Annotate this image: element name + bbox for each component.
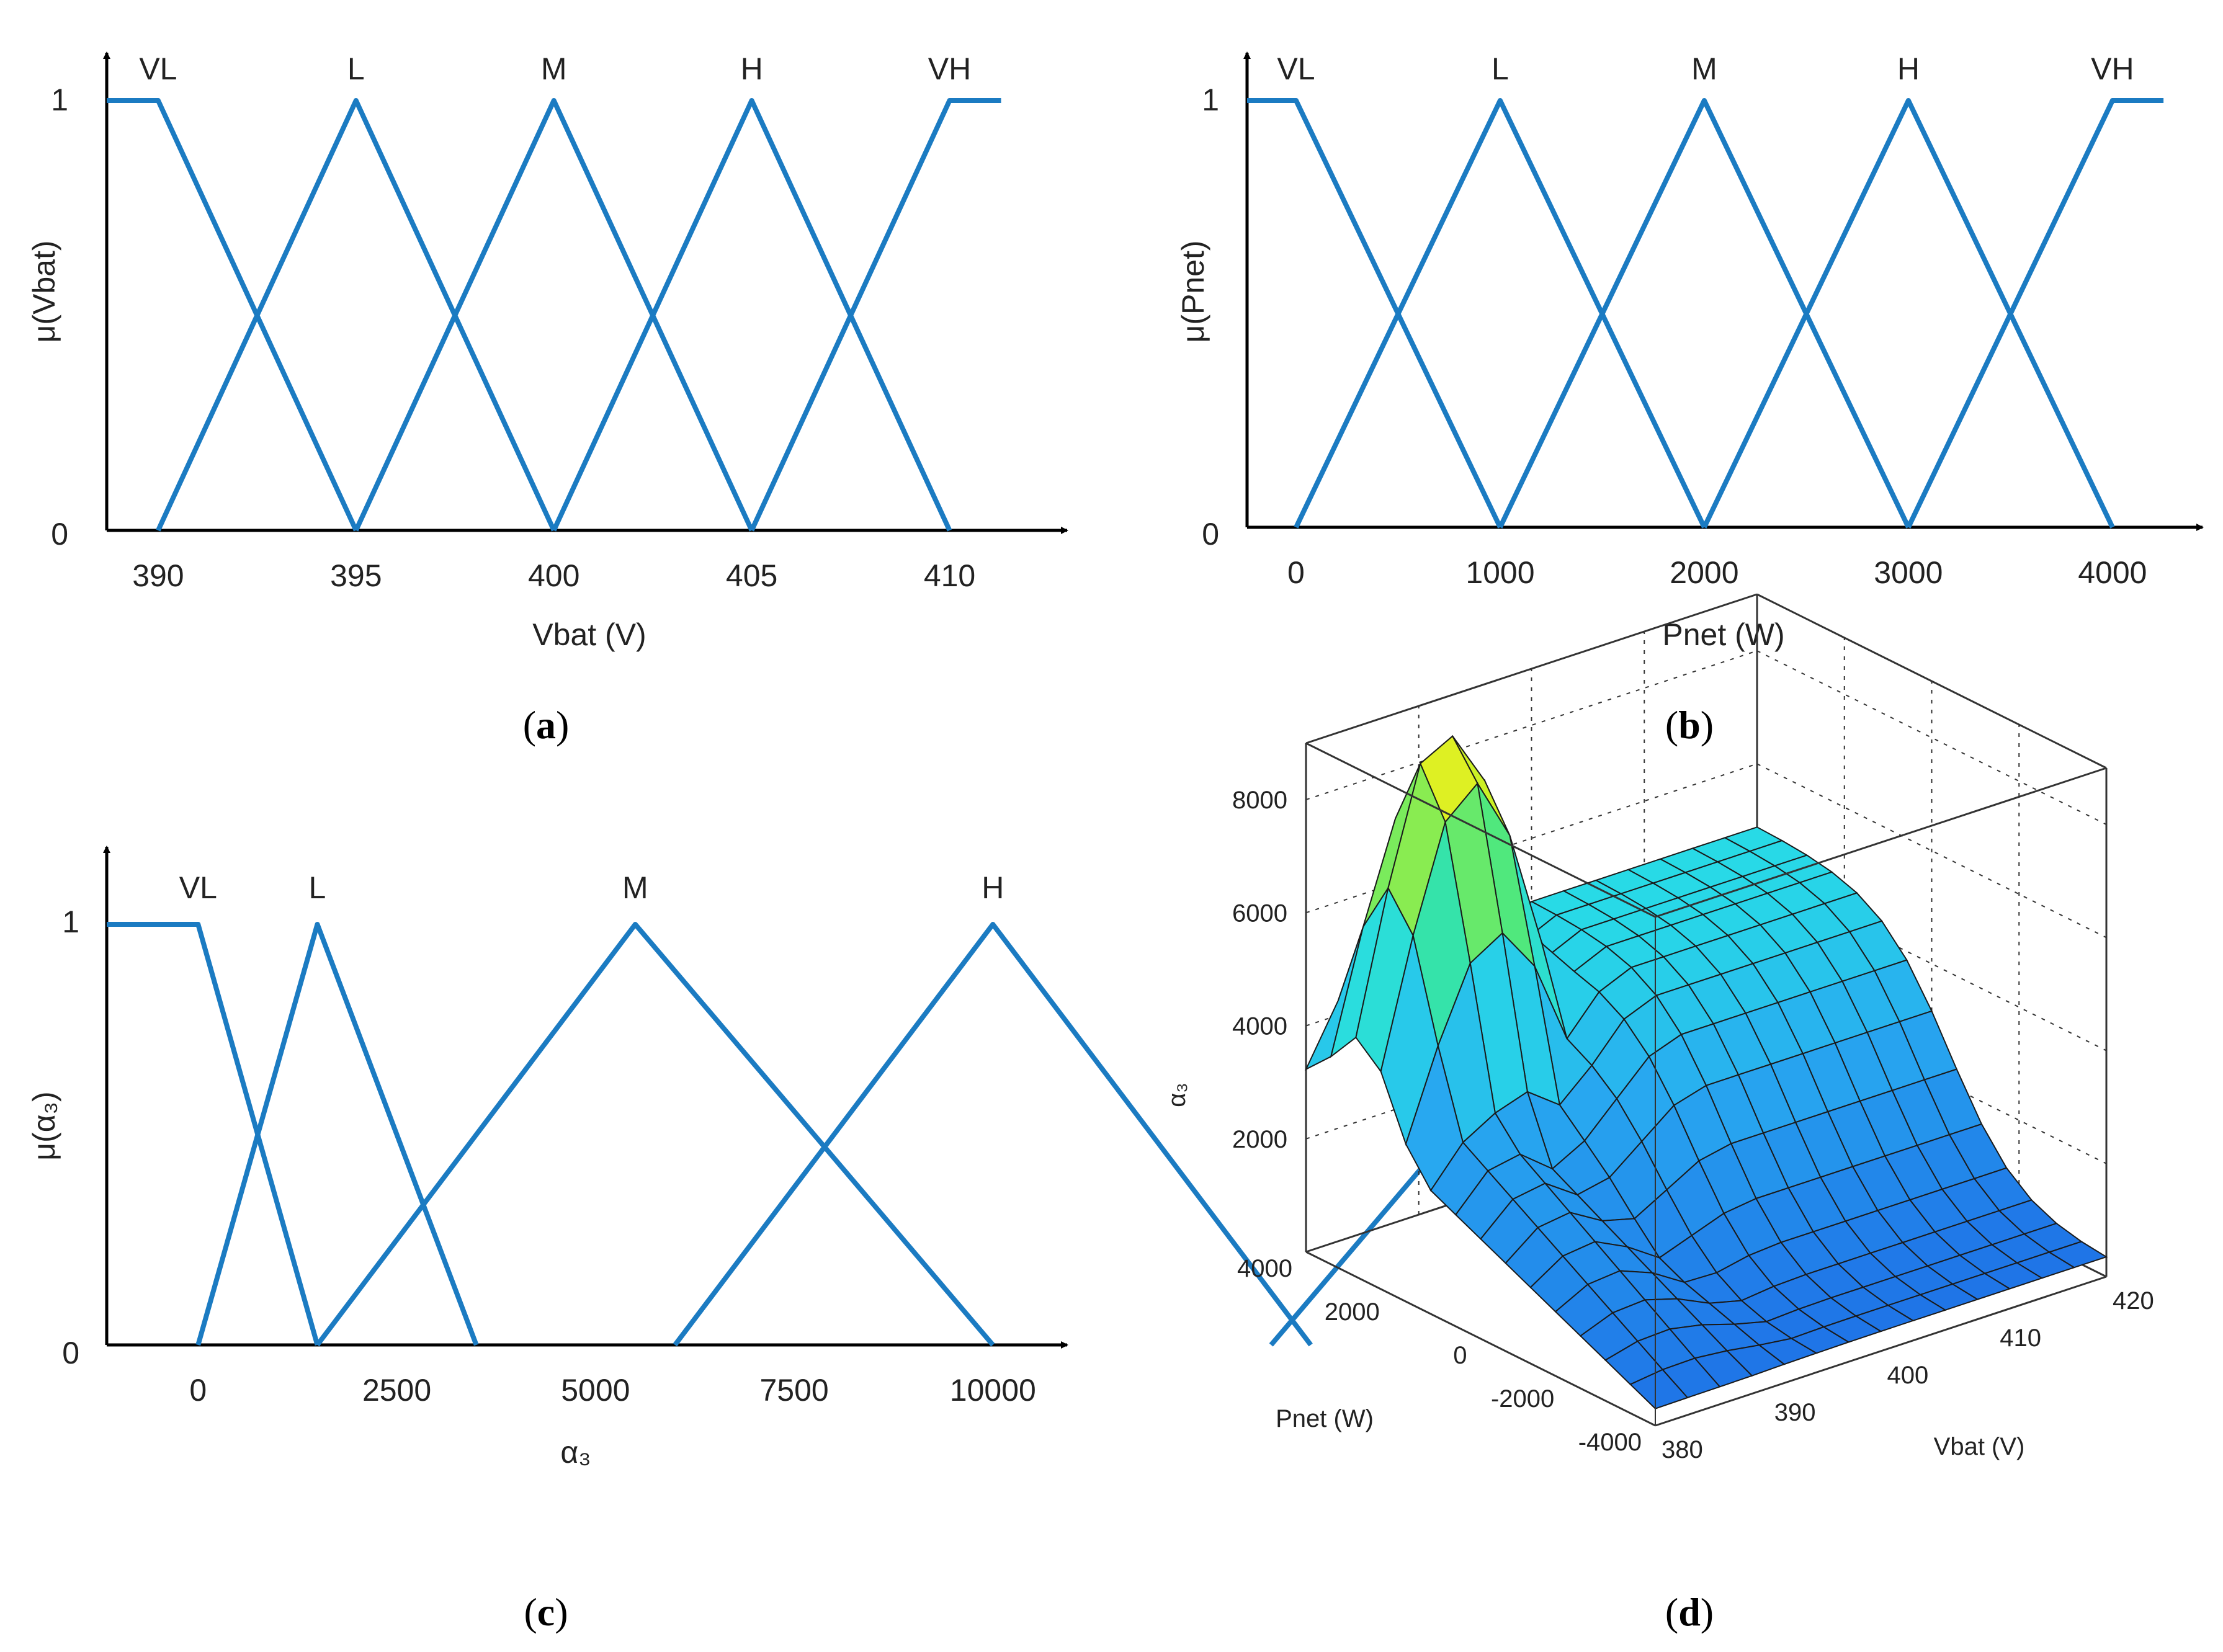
panel-a-set-label-vl: VL [139, 51, 177, 86]
panel-a-x-tick: 410 [924, 558, 975, 593]
panel-b: VL L M H VH 0 1000 2000 3000 4000 1 0 Pnet (W) μ(… [1176, 51, 2204, 747]
panel-d-vbat-axis-label: Vbat (V) [1934, 1433, 2025, 1460]
panel-b-x-tick: 0 [1287, 555, 1305, 590]
surface-tick-labels: 2000 4000 6000 8000 4000 2000 0 -2000 -4000 380 39… [1232, 787, 2154, 1463]
panel-a-x-tick: 390 [132, 558, 184, 593]
panel-b-caption: (b) [1665, 703, 1714, 747]
panel-c-x-tick: 2500 [362, 1373, 431, 1408]
pnet-tick: -2000 [1491, 1385, 1554, 1413]
box-edge [1305, 1251, 1656, 1427]
panel-c-mf-h [673, 922, 1313, 1347]
pnet-tick: -4000 [1578, 1429, 1642, 1456]
panel-c-set-label-m: M [622, 870, 648, 905]
panel-a-mf-m [354, 98, 754, 532]
grid-line [1756, 650, 2107, 826]
panel-c-caption: (c) [524, 1590, 568, 1634]
panel-d-pnet-axis-label: Pnet (W) [1276, 1405, 1374, 1432]
panel-b-y-tick-1: 1 [1202, 83, 1219, 117]
vbat-tick: 390 [1774, 1399, 1816, 1426]
panel-c-mf-m [315, 922, 995, 1347]
panel-a-mf-h [552, 98, 952, 532]
panel-a-set-label-m: M [541, 51, 567, 86]
panel-a-y-axis-label: μ(Vbat) [27, 241, 61, 343]
panel-b-set-label-l: L [1492, 51, 1509, 86]
panel-c-x-tick: 5000 [561, 1373, 630, 1408]
vbat-tick: 400 [1887, 1362, 1929, 1389]
panel-c-x-tick: 0 [189, 1373, 207, 1408]
panel-b-mf-m [1498, 98, 1911, 529]
surface-box-front [1305, 742, 2107, 1427]
z-tick: 2000 [1232, 1126, 1287, 1153]
panel-d-caption: (d) [1665, 1590, 1714, 1634]
panel-b-y-axis-label: μ(Pnet) [1176, 241, 1210, 343]
panel-d: 2000 4000 6000 8000 4000 2000 0 -2000 -4000 380 39… [1163, 593, 2154, 1634]
panel-b-set-label-vh: VH [2091, 51, 2134, 86]
panel-a-x-tick: 405 [726, 558, 777, 593]
panel-b-mf-vh [1906, 98, 2164, 529]
panel-a-y-tick-0: 0 [51, 517, 68, 551]
panel-a: VL L M H VH 390 395 400 405 410 1 0 Vbat (V) μ(Vb… [27, 51, 1068, 747]
z-tick: 4000 [1232, 1013, 1287, 1040]
box-edge [1655, 1275, 2107, 1427]
panel-a-caption: (a) [523, 703, 570, 747]
panel-a-mf-vh [749, 98, 1001, 532]
panel-c-set-label-h: H [982, 870, 1004, 905]
panel-b-mf-vl [1247, 98, 1503, 529]
panel-a-mf-vl [107, 98, 359, 532]
vbat-tick: 380 [1662, 1436, 1703, 1463]
panel-b-set-label-vl: VL [1277, 51, 1315, 86]
box-edge [1305, 742, 1656, 918]
vbat-tick: 420 [2113, 1287, 2154, 1315]
panel-a-x-tick: 400 [528, 558, 579, 593]
panel-c-mf-l [195, 922, 479, 1346]
panel-c-x-tick: 7500 [759, 1373, 828, 1408]
panel-c-y-axis-label: μ(α₃) [27, 1091, 61, 1160]
panel-b-x-tick: 3000 [1874, 555, 1943, 590]
panel-a-set-label-vh: VH [928, 51, 971, 86]
panel-c-set-label-vl: VL [179, 870, 217, 905]
panel-c-y-tick-0: 0 [62, 1336, 79, 1370]
box-edge [1655, 767, 2107, 918]
panel-c-x-tick: 10000 [950, 1373, 1036, 1408]
panel-a-x-tick: 395 [330, 558, 382, 593]
surface-cell [1629, 1368, 1689, 1409]
panel-a-y-tick-1: 1 [51, 83, 68, 117]
panel-a-set-label-h: H [741, 51, 763, 86]
pnet-tick: 0 [1453, 1342, 1467, 1369]
z-tick: 6000 [1232, 900, 1287, 927]
panel-b-set-label-m: M [1691, 51, 1717, 86]
panel-c-mf-vl [107, 922, 320, 1346]
panel-c-set-label-l: L [309, 870, 326, 905]
pnet-tick: 4000 [1237, 1255, 1292, 1282]
z-tick: 8000 [1232, 787, 1287, 814]
panel-b-x-axis-label: Pnet (W) [1662, 617, 1784, 652]
panel-c-x-axis-label: α₃ [560, 1435, 591, 1470]
surface-mesh [1304, 734, 2108, 1409]
panel-d-z-axis-label: α₃ [1163, 1083, 1191, 1107]
panel-a-set-label-l: L [347, 51, 365, 86]
panel-a-mf-l [156, 98, 557, 532]
panel-b-set-label-h: H [1897, 51, 1920, 86]
panel-c-y-tick-1: 1 [62, 904, 79, 939]
vbat-tick: 410 [2000, 1324, 2041, 1352]
panel-b-mf-h [1702, 98, 2115, 529]
pnet-tick: 2000 [1325, 1298, 1380, 1326]
panel-b-mf-l [1294, 98, 1707, 529]
panel-b-y-tick-0: 0 [1202, 517, 1219, 551]
panel-b-x-tick: 4000 [2078, 555, 2147, 590]
panel-b-x-tick: 1000 [1465, 555, 1534, 590]
panel-a-x-axis-label: Vbat (V) [532, 617, 646, 652]
panel-c: VLLMHVH025005000750010000 1 0 α₃ μ(α₃) (… [27, 846, 1828, 1634]
panel-b-x-tick: 2000 [1670, 555, 1738, 590]
